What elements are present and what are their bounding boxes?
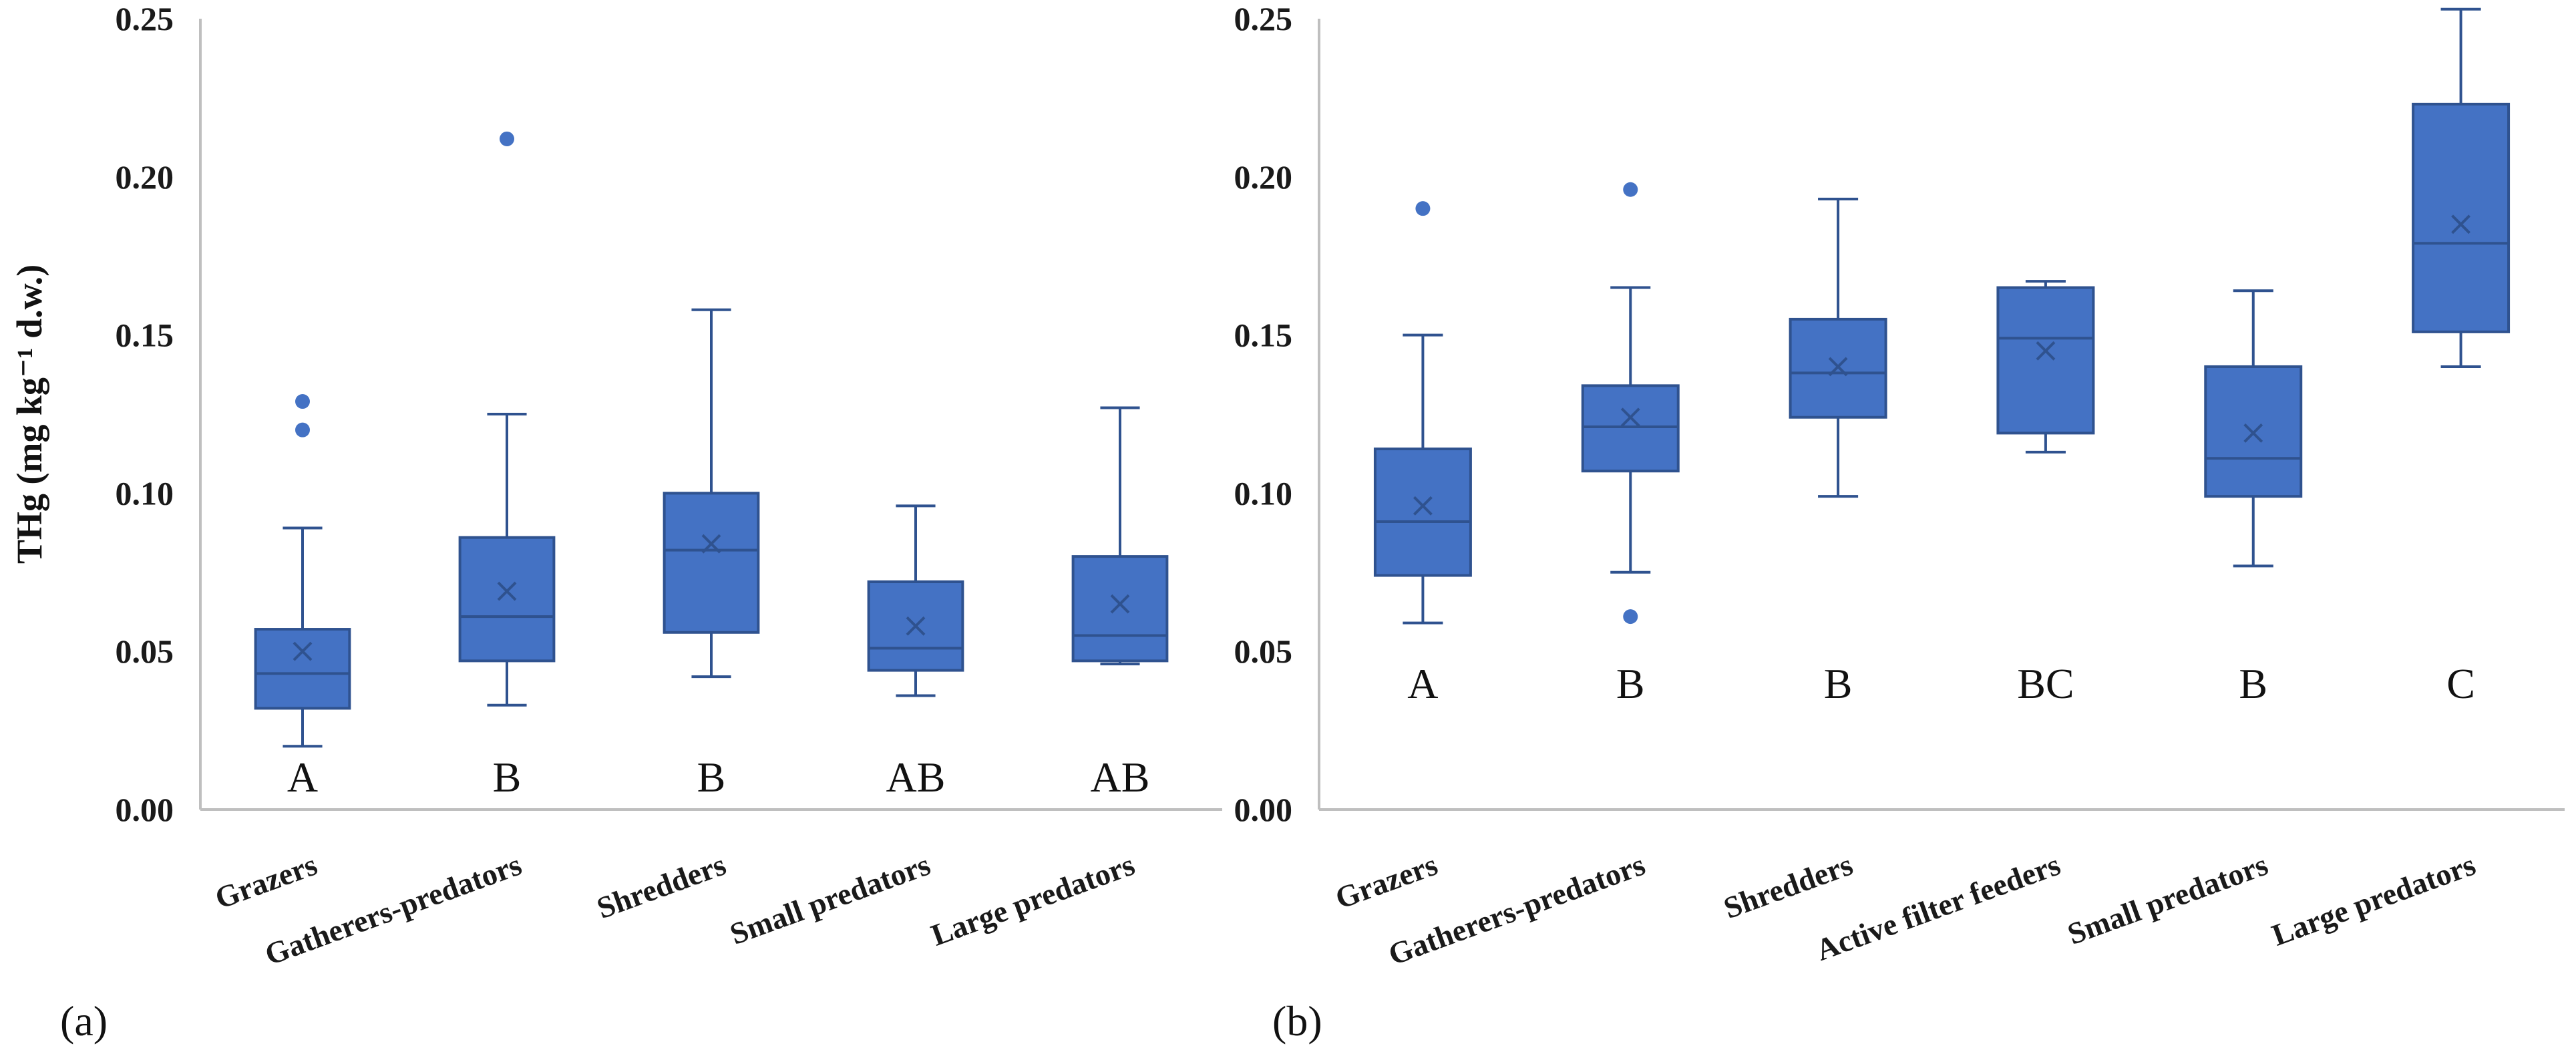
mean-marker (2243, 423, 2263, 443)
outlier-point (1415, 201, 1431, 216)
mean-marker (1413, 496, 1433, 516)
box-iqr (1996, 286, 2095, 435)
y-tick-label: 0.15 (1234, 317, 1293, 354)
group-letter: B (2239, 660, 2267, 707)
panel-label: (a) (60, 997, 108, 1045)
box-iqr (458, 536, 556, 663)
x-category-label: Shredders (592, 847, 730, 925)
group-letter: BC (2017, 660, 2074, 707)
y-tick-label: 0.00 (116, 791, 174, 828)
group-letter: B (697, 753, 726, 801)
box-iqr (1373, 448, 1472, 577)
chart-panel-a: 0.000.050.100.150.200.25AGrazersBGathere… (9, 0, 1222, 1045)
group-letter: B (493, 753, 522, 801)
y-tick-label: 0.20 (1234, 158, 1293, 196)
group-letter: B (1616, 660, 1645, 707)
mean-marker (906, 616, 926, 636)
y-tick-label: 0.10 (1234, 474, 1293, 512)
x-category-label: Grazers (210, 847, 321, 915)
panel-label: (b) (1272, 997, 1322, 1045)
outlier-point (1623, 609, 1638, 625)
y-tick-label: 0.10 (116, 474, 174, 512)
x-category-label: Large predators (2267, 847, 2480, 952)
chart-panel-b: 0.000.050.100.150.200.25AGrazersBGathere… (1234, 0, 2565, 1045)
x-category-label: Large predators (926, 847, 1139, 952)
mean-marker (2451, 214, 2470, 234)
box-iqr (663, 492, 760, 634)
outlier-point (500, 131, 514, 146)
y-tick-label: 0.20 (116, 158, 174, 196)
box-iqr (2412, 102, 2511, 333)
box-iqr (1071, 555, 1169, 663)
mean-marker (1828, 357, 1848, 377)
x-category-label: Small predators (725, 847, 934, 951)
outlier-point (295, 422, 310, 437)
y-tick-label: 0.25 (1234, 0, 1293, 37)
group-letter: AB (1091, 753, 1150, 801)
mean-marker (293, 641, 313, 661)
y-tick-label: 0.25 (116, 0, 174, 37)
group-letter: B (1824, 660, 1853, 707)
y-tick-label: 0.15 (116, 317, 174, 354)
x-category-label: Small predators (2063, 847, 2272, 951)
mean-marker (1110, 594, 1130, 614)
box-iqr (1581, 384, 1680, 473)
y-axis-label: THg (mg kg⁻¹ d.w.) (9, 264, 49, 564)
outlier-point (295, 394, 310, 409)
group-letter: AB (886, 753, 946, 801)
box-iqr (254, 628, 351, 710)
y-tick-label: 0.05 (1234, 633, 1293, 670)
y-tick-label: 0.05 (116, 633, 174, 670)
mean-marker (1620, 407, 1640, 427)
group-letter: C (2446, 660, 2475, 707)
y-tick-label: 0.00 (1234, 791, 1293, 828)
mean-marker (2036, 341, 2056, 361)
mean-marker (701, 534, 721, 554)
mean-marker (497, 581, 517, 601)
x-category-label: Shredders (1719, 847, 1857, 925)
group-letter: A (287, 753, 318, 801)
group-letter: A (1407, 660, 1438, 707)
outlier-point (1623, 182, 1638, 197)
x-category-label: Grazers (1331, 847, 1442, 915)
